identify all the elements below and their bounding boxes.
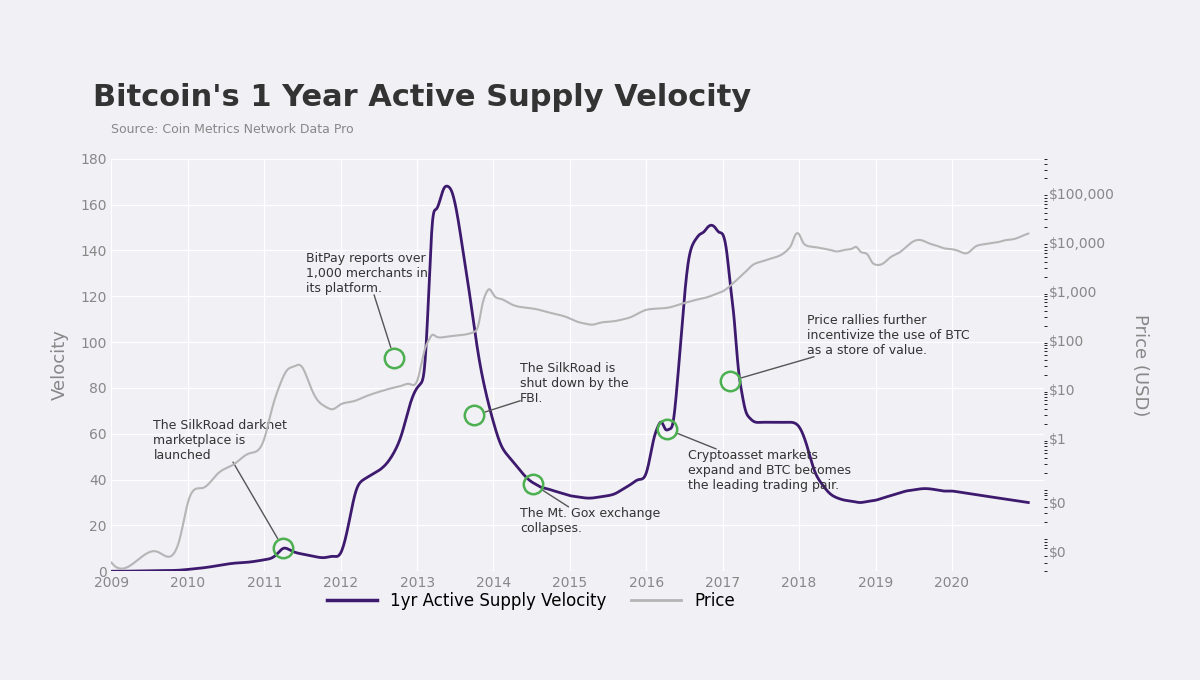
Text: Source: Coin Metrics Network Data Pro: Source: Coin Metrics Network Data Pro	[112, 123, 354, 136]
Y-axis label: Velocity: Velocity	[50, 330, 68, 401]
Text: The Mt. Gox exchange
collapses.: The Mt. Gox exchange collapses.	[521, 490, 660, 535]
Text: BitPay reports over
1,000 merchants in
its platform.: BitPay reports over 1,000 merchants in i…	[306, 252, 428, 347]
Text: Cryptoasset markets
expand and BTC becomes
the leading trading pair.: Cryptoasset markets expand and BTC becom…	[677, 433, 851, 492]
Text: The SilkRoad is
shut down by the
FBI.: The SilkRoad is shut down by the FBI.	[485, 362, 629, 412]
Y-axis label: Price (USD): Price (USD)	[1130, 314, 1148, 416]
Text: Bitcoin's 1 Year Active Supply Velocity: Bitcoin's 1 Year Active Supply Velocity	[92, 83, 751, 112]
Legend: 1yr Active Supply Velocity, Price: 1yr Active Supply Velocity, Price	[320, 585, 742, 617]
Text: Price rallies further
incentivize the use of BTC
as a store of value.: Price rallies further incentivize the us…	[742, 313, 970, 378]
Text: The SilkRoad darknet
marketplace is
launched: The SilkRoad darknet marketplace is laun…	[154, 419, 287, 539]
